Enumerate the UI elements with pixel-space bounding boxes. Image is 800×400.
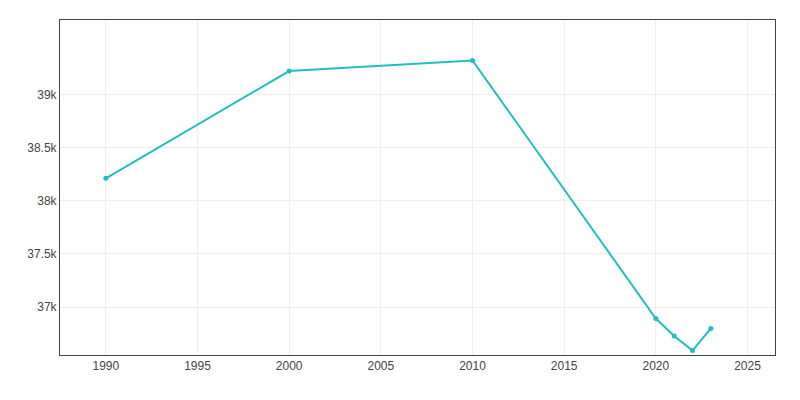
svg-text:2000: 2000: [276, 359, 303, 373]
svg-text:1995: 1995: [184, 359, 211, 373]
svg-text:37k: 37k: [37, 300, 57, 314]
svg-text:2010: 2010: [459, 359, 486, 373]
svg-text:1990: 1990: [92, 359, 119, 373]
svg-text:38k: 38k: [37, 194, 57, 208]
svg-text:39k: 39k: [37, 88, 57, 102]
svg-text:38.5k: 38.5k: [27, 141, 57, 155]
svg-text:2020: 2020: [642, 359, 669, 373]
svg-text:2005: 2005: [367, 359, 394, 373]
svg-text:2025: 2025: [734, 359, 761, 373]
svg-text:2015: 2015: [551, 359, 578, 373]
svg-text:37.5k: 37.5k: [27, 247, 57, 261]
